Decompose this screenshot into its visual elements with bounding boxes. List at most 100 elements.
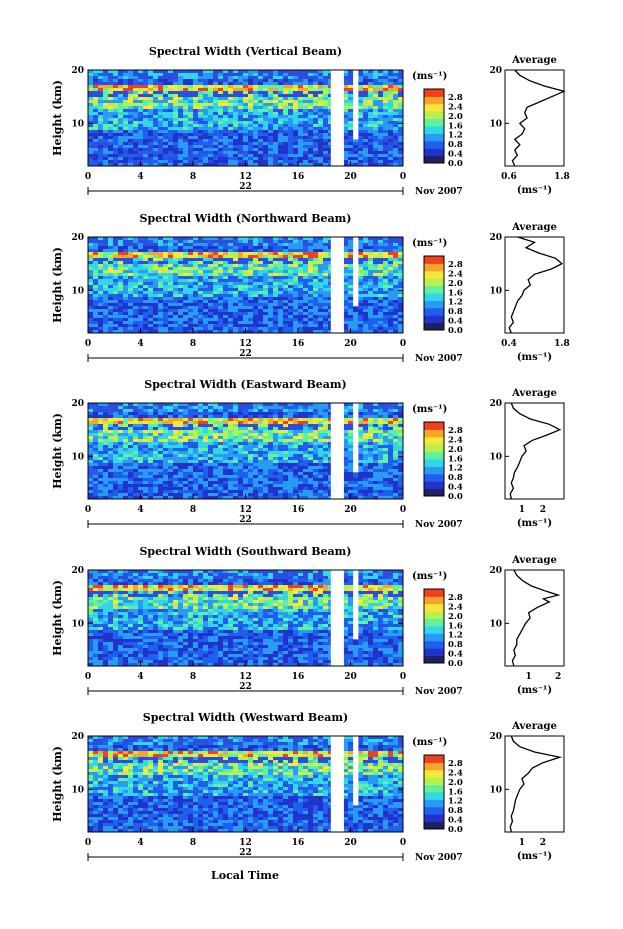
heatmap-cell: [298, 412, 303, 415]
heatmap-cell: [283, 463, 288, 466]
heatmap-cell: [223, 406, 228, 409]
heatmap-cell: [258, 115, 263, 118]
heatmap-cell: [188, 469, 193, 472]
heatmap-cell: [398, 327, 403, 330]
heatmap-cell: [138, 130, 143, 133]
heatmap-cell: [138, 436, 143, 439]
heatmap-cell: [273, 73, 278, 76]
heatmap-cell: [298, 252, 303, 255]
heatmap-cell: [278, 148, 283, 151]
heatmap-cell: [298, 463, 303, 466]
heatmap-cell: [183, 127, 188, 130]
heatmap-cell: [348, 240, 353, 243]
heatmap-cell: [163, 288, 168, 291]
heatmap-cell: [233, 448, 238, 451]
heatmap-cell: [173, 258, 178, 261]
heatmap-cell: [113, 127, 118, 130]
heatmap-cell: [313, 124, 318, 127]
heatmap-cell: [268, 276, 273, 279]
heatmap-cell: [158, 327, 163, 330]
heatmap-cell: [133, 264, 138, 267]
heatmap-cell: [158, 267, 163, 270]
heatmap-cell: [393, 421, 398, 424]
heatmap-cell: [343, 294, 348, 297]
heatmap-cell: [193, 243, 198, 246]
heatmap-cell: [383, 100, 388, 103]
heatmap-cell: [348, 442, 353, 445]
heatmap-cell: [253, 88, 258, 91]
heatmap-cell: [273, 454, 278, 457]
heatmap-cell: [198, 463, 203, 466]
heatmap-cell: [153, 258, 158, 261]
heatmap-cell: [308, 427, 313, 430]
heatmap-cell: [233, 240, 238, 243]
heatmap-cell: [398, 276, 403, 279]
heatmap-cell: [138, 409, 143, 412]
heatmap-cell: [373, 312, 378, 315]
heatmap-cell: [258, 103, 263, 106]
heatmap-cell: [218, 112, 223, 115]
heatmap-cell: [368, 273, 373, 276]
heatmap-cell: [358, 448, 363, 451]
heatmap-cell: [383, 454, 388, 457]
heatmap-cell: [208, 130, 213, 133]
heatmap-cell: [253, 130, 258, 133]
heatmap-cell: [243, 409, 248, 412]
heatmap-cell: [203, 327, 208, 330]
heatmap-cell: [188, 327, 193, 330]
heatmap-cell: [258, 327, 263, 330]
heatmap-cell: [143, 145, 148, 148]
heatmap-cell: [293, 321, 298, 324]
heatmap-cell: [213, 288, 218, 291]
heatmap-cell: [153, 463, 158, 466]
heatmap-cell: [303, 91, 308, 94]
heatmap-cell: [123, 309, 128, 312]
heatmap-cell: [308, 252, 313, 255]
heatmap-cell: [88, 267, 93, 270]
heatmap-cell: [183, 403, 188, 406]
heatmap-cell: [163, 145, 168, 148]
heatmap-cell: [88, 279, 93, 282]
heatmap-cell: [233, 312, 238, 315]
heatmap-cell: [188, 130, 193, 133]
heatmap-cell: [213, 433, 218, 436]
heatmap-cell: [378, 154, 383, 157]
heatmap-cell: [188, 106, 193, 109]
heatmap-cell: [188, 321, 193, 324]
heatmap-cell: [268, 100, 273, 103]
heatmap-cell: [213, 469, 218, 472]
heatmap-cell: [308, 270, 313, 273]
heatmap-cell: [103, 163, 108, 166]
heatmap-cell: [238, 264, 243, 267]
heatmap-cell: [393, 460, 398, 463]
heatmap-cell: [263, 157, 268, 160]
heatmap-cell: [273, 249, 278, 252]
heatmap-cell: [278, 460, 283, 463]
heatmap-cell: [163, 436, 168, 439]
heatmap-cell: [153, 255, 158, 258]
heatmap-cell: [253, 79, 258, 82]
heatmap-cell: [218, 424, 223, 427]
heatmap-cell: [258, 106, 263, 109]
heatmap-cell: [258, 100, 263, 103]
heatmap-cell: [243, 288, 248, 291]
heatmap-cell: [358, 306, 363, 309]
heatmap-cell: [113, 288, 118, 291]
heatmap-cell: [163, 276, 168, 279]
heatmap-cell: [273, 124, 278, 127]
heatmap-cell: [373, 294, 378, 297]
heatmap-cell: [128, 318, 133, 321]
heatmap-cell: [293, 79, 298, 82]
heatmap-cell: [258, 403, 263, 406]
heatmap-cell: [248, 106, 253, 109]
heatmap-cell: [103, 460, 108, 463]
heatmap-cell: [88, 409, 93, 412]
heatmap-cell: [273, 409, 278, 412]
heatmap-cell: [173, 463, 178, 466]
colorbar-swatch: [424, 111, 444, 120]
heatmap-cell: [303, 118, 308, 121]
heatmap-cell: [258, 424, 263, 427]
heatmap-cell: [233, 142, 238, 145]
heatmap-cell: [163, 279, 168, 282]
